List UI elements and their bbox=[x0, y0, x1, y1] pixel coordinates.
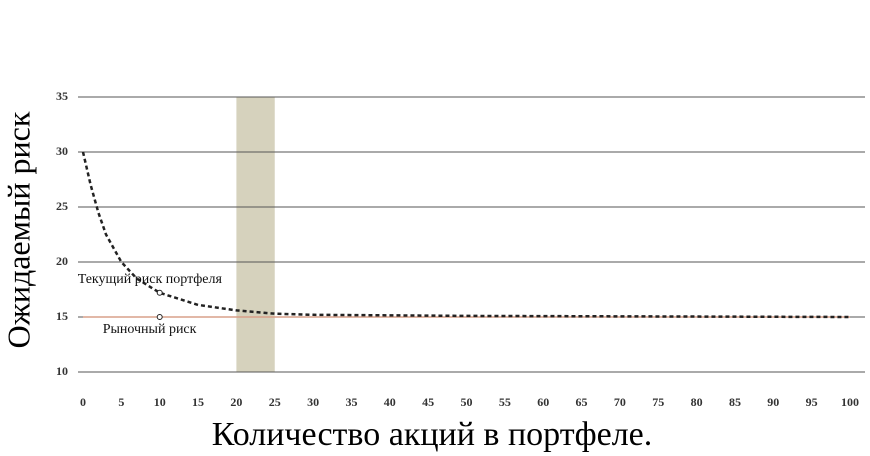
x-tick-label: 50 bbox=[461, 395, 473, 409]
x-tick-label: 40 bbox=[384, 395, 396, 409]
x-tick-label: 10 bbox=[154, 395, 166, 409]
x-tick-label: 65 bbox=[576, 395, 588, 409]
x-tick-label: 70 bbox=[614, 395, 626, 409]
y-tick-label: 20 bbox=[56, 254, 68, 268]
x-tick-label: 90 bbox=[767, 395, 779, 409]
x-tick-label: 60 bbox=[537, 395, 549, 409]
y-axis-title: Ожидаемый риск bbox=[0, 111, 36, 348]
series-label: Рыночный риск bbox=[103, 322, 197, 337]
x-tick-label: 80 bbox=[691, 395, 703, 409]
y-tick-label: 35 bbox=[56, 89, 68, 103]
y-tick-label: 25 bbox=[56, 199, 68, 213]
x-tick-label: 15 bbox=[192, 395, 204, 409]
x-tick-label: 25 bbox=[269, 395, 281, 409]
marker bbox=[156, 314, 163, 320]
highlight-band bbox=[236, 97, 275, 372]
x-tick-label: 45 bbox=[422, 395, 434, 409]
x-axis-title: Количество акций в портфеле. bbox=[212, 416, 653, 453]
x-tick-label: 85 bbox=[729, 395, 741, 409]
x-tick-label: 5 bbox=[118, 395, 124, 409]
x-tick-label: 35 bbox=[345, 395, 357, 409]
x-tick-label: 30 bbox=[307, 395, 319, 409]
x-tick-label: 95 bbox=[806, 395, 818, 409]
x-tick-label: 100 bbox=[841, 395, 859, 409]
x-tick-label: 0 bbox=[80, 395, 86, 409]
series-label: Текущий риск портфеля bbox=[78, 272, 223, 287]
x-tick-label: 75 bbox=[652, 395, 664, 409]
marker bbox=[156, 289, 163, 296]
y-tick-label: 30 bbox=[56, 144, 68, 158]
x-tick-label: 55 bbox=[499, 395, 511, 409]
y-tick-label: 15 bbox=[56, 309, 68, 323]
y-tick-label: 10 bbox=[56, 364, 68, 378]
x-tick-label: 20 bbox=[230, 395, 242, 409]
series-line bbox=[81, 151, 851, 319]
